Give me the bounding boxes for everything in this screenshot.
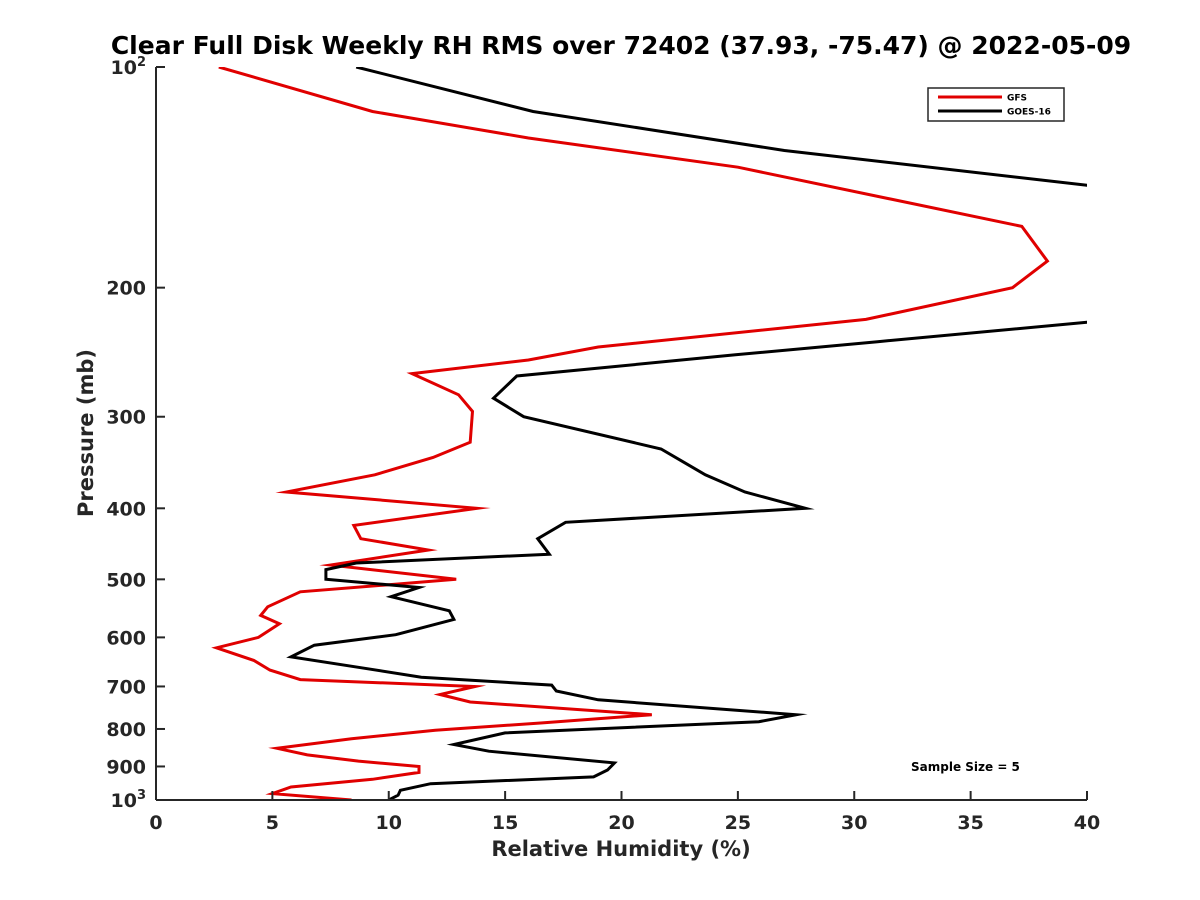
legend-label-gfs: GFS [1007, 94, 1027, 104]
sample-size-annotation: Sample Size = 5 [911, 760, 1020, 774]
axes [155, 67, 1087, 801]
series-line-gfs [211, 67, 1050, 800]
y-tick-base: 10 [111, 790, 137, 812]
x-tick-label: 20 [608, 812, 634, 834]
y-tick-label: 900 [106, 756, 146, 778]
y-tick-exponent: 2 [137, 55, 146, 70]
y-tick-label: 103 [111, 788, 147, 812]
x-ticks: 0 5 10 15 20 25 30 35 40 [149, 791, 1100, 834]
y-tick-base: 10 [111, 57, 137, 79]
y-tick-label: 102 [111, 55, 147, 79]
x-tick-label: 0 [149, 812, 162, 834]
y-tick-label: 800 [106, 719, 146, 741]
series-layer [211, 67, 1087, 800]
x-tick-label: 5 [266, 812, 279, 834]
y-tick-label: 600 [106, 627, 146, 649]
legend-label-goes16: GOES-16 [1007, 108, 1051, 118]
y-tick-label: 200 [106, 278, 146, 300]
x-tick-label: 15 [492, 812, 518, 834]
y-tick-exponent: 3 [137, 788, 146, 803]
y-tick-label: 300 [106, 407, 146, 429]
legend: GFS GOES-16 [927, 87, 1065, 122]
series-line-goes16 [286, 67, 1087, 800]
x-tick-label: 25 [725, 812, 751, 834]
legend-box [927, 87, 1065, 122]
y-tick-label: 400 [106, 498, 146, 520]
y-axis-label: Pressure (mb) [74, 349, 98, 517]
y-tick-label: 700 [106, 676, 146, 698]
x-tick-label: 10 [376, 812, 402, 834]
y-tick-label: 500 [106, 569, 146, 591]
x-tick-label: 40 [1074, 812, 1100, 834]
x-tick-label: 30 [841, 812, 867, 834]
x-axis-label: Relative Humidity (%) [491, 837, 750, 861]
chart-title: Clear Full Disk Weekly RH RMS over 72402… [111, 31, 1131, 60]
x-tick-label: 35 [957, 812, 983, 834]
